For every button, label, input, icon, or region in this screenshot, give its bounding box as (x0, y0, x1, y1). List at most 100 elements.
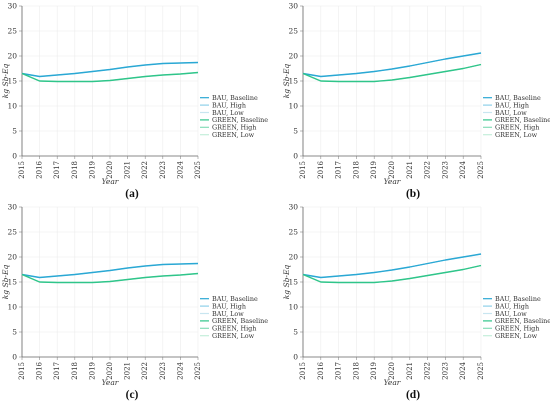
x-tick-label: 2015 (299, 362, 307, 380)
y-tick-label: 0 (12, 152, 17, 161)
y-tick-label: 10 (7, 102, 17, 111)
x-tick-label: 2019 (370, 362, 378, 380)
series-line (21, 71, 199, 83)
x-tick-label: 2025 (194, 362, 202, 380)
x-tick-label: 2022 (424, 362, 432, 380)
y-tick-label: 10 (7, 303, 17, 312)
x-tick-label: 2015 (299, 161, 307, 179)
x-tick-label: 2019 (370, 161, 378, 179)
x-tick-label: 2021 (406, 161, 414, 179)
y-tick-label: 10 (288, 303, 298, 312)
panel-label: (d) (406, 389, 420, 401)
x-tick-label: 2025 (194, 161, 202, 179)
x-tick-label: 2016 (36, 361, 44, 379)
x-tick-label: 2018 (352, 161, 360, 179)
x-tick-label: 2018 (71, 362, 79, 380)
y-tick-label: 25 (288, 27, 298, 36)
x-axis-label: Year (102, 378, 119, 387)
x-tick-label: 2016 (317, 160, 325, 178)
x-tick-label: 2017 (53, 161, 61, 179)
x-tick-label: 2017 (53, 362, 61, 380)
y-tick-label: 10 (288, 102, 298, 111)
panel-1: 2015 2016 2017 2018 2019 2020 2021 2022 2023 2024… (282, 2, 550, 201)
y-tick-label: 5 (12, 328, 17, 337)
legend-label: BAU, High (212, 302, 246, 310)
y-axis-label: kg Sb-Eq (1, 64, 10, 99)
panel-0: 2015 2016 2017 2018 2019 2020 2021 2022 2023 2024… (1, 2, 268, 201)
legend-label: GREEN, High (212, 124, 256, 132)
x-tick-label: 2023 (159, 362, 167, 380)
y-axis-label: kg Sb-Eq (1, 265, 10, 300)
series-line (302, 264, 482, 284)
y-tick-label: 0 (293, 353, 298, 362)
legend-label: BAU, Low (212, 310, 244, 318)
y-tick-label: 20 (288, 253, 298, 262)
y-tick-label: 30 (7, 203, 17, 212)
legend-label: BAU, High (495, 302, 529, 310)
legend-label: GREEN, High (212, 325, 256, 333)
y-tick-label: 15 (7, 278, 17, 287)
legend-label: GREEN, Low (212, 332, 255, 340)
y-tick-label: 30 (288, 2, 298, 11)
y-axis-label: kg Sb-Eq (282, 64, 291, 99)
y-tick-label: 20 (7, 253, 17, 262)
legend-label: BAU, High (495, 101, 529, 109)
x-tick-label: 2021 (406, 362, 414, 380)
series-line (21, 272, 199, 284)
panel-2: 2015 2016 2017 2018 2019 2020 2021 2022 2023 2024… (1, 203, 268, 402)
y-tick-label: 25 (7, 228, 17, 237)
y-tick-label: 0 (293, 152, 298, 161)
x-tick-label: 2023 (441, 362, 449, 380)
x-tick-label: 2018 (352, 362, 360, 380)
y-tick-label: 15 (288, 77, 298, 86)
legend-label: GREEN, Baseline (212, 116, 268, 124)
y-tick-label: 25 (7, 27, 17, 36)
x-tick-label: 2021 (124, 161, 132, 179)
legend-label: GREEN, Baseline (495, 317, 550, 325)
panel-3: 2015 2016 2017 2018 2019 2020 2021 2022 2023 2024… (282, 203, 550, 402)
panel-label: (a) (125, 188, 139, 200)
x-tick-label: 2020 (388, 362, 396, 380)
legend-label: GREEN, Baseline (212, 317, 268, 325)
x-tick-label: 2025 (477, 161, 485, 179)
x-tick-label: 2019 (88, 161, 96, 179)
y-tick-label: 5 (293, 127, 298, 136)
x-tick-label: 2024 (459, 160, 467, 178)
x-tick-label: 2023 (159, 161, 167, 179)
legend-label: BAU, Baseline (212, 295, 258, 303)
legend-label: GREEN, Low (495, 131, 538, 139)
y-tick-label: 25 (288, 228, 298, 237)
legend-label: GREEN, Low (212, 131, 255, 139)
x-tick-label: 2024 (176, 361, 184, 379)
panel-label: (c) (126, 389, 139, 401)
x-tick-label: 2017 (335, 161, 343, 179)
y-tick-label: 30 (7, 2, 17, 11)
y-tick-label: 15 (7, 77, 17, 86)
y-tick-label: 0 (12, 353, 17, 362)
legend-label: BAU, High (212, 101, 246, 109)
series-line (21, 262, 199, 279)
y-tick-label: 15 (288, 278, 298, 287)
x-tick-label: 2015 (18, 362, 26, 380)
legend-label: BAU, Baseline (495, 94, 541, 102)
x-tick-label: 2016 (36, 160, 44, 178)
x-axis-label: Year (384, 177, 401, 186)
y-tick-label: 30 (288, 203, 298, 212)
panel-label: (b) (406, 188, 420, 200)
x-tick-label: 2018 (71, 161, 79, 179)
y-tick-label: 5 (12, 127, 17, 136)
legend-label: BAU, Baseline (495, 295, 541, 303)
legend-label: BAU, Low (212, 109, 244, 117)
x-axis-label: Year (102, 177, 119, 186)
y-axis-label: kg Sb-Eq (282, 265, 291, 300)
y-tick-label: 5 (293, 328, 298, 337)
legend-label: GREEN, High (495, 325, 539, 333)
x-tick-label: 2021 (124, 362, 132, 380)
x-axis-label: Year (384, 378, 401, 387)
x-tick-label: 2020 (106, 161, 114, 179)
x-tick-label: 2022 (141, 362, 149, 380)
x-tick-label: 2025 (477, 362, 485, 380)
y-tick-label: 20 (288, 52, 298, 61)
